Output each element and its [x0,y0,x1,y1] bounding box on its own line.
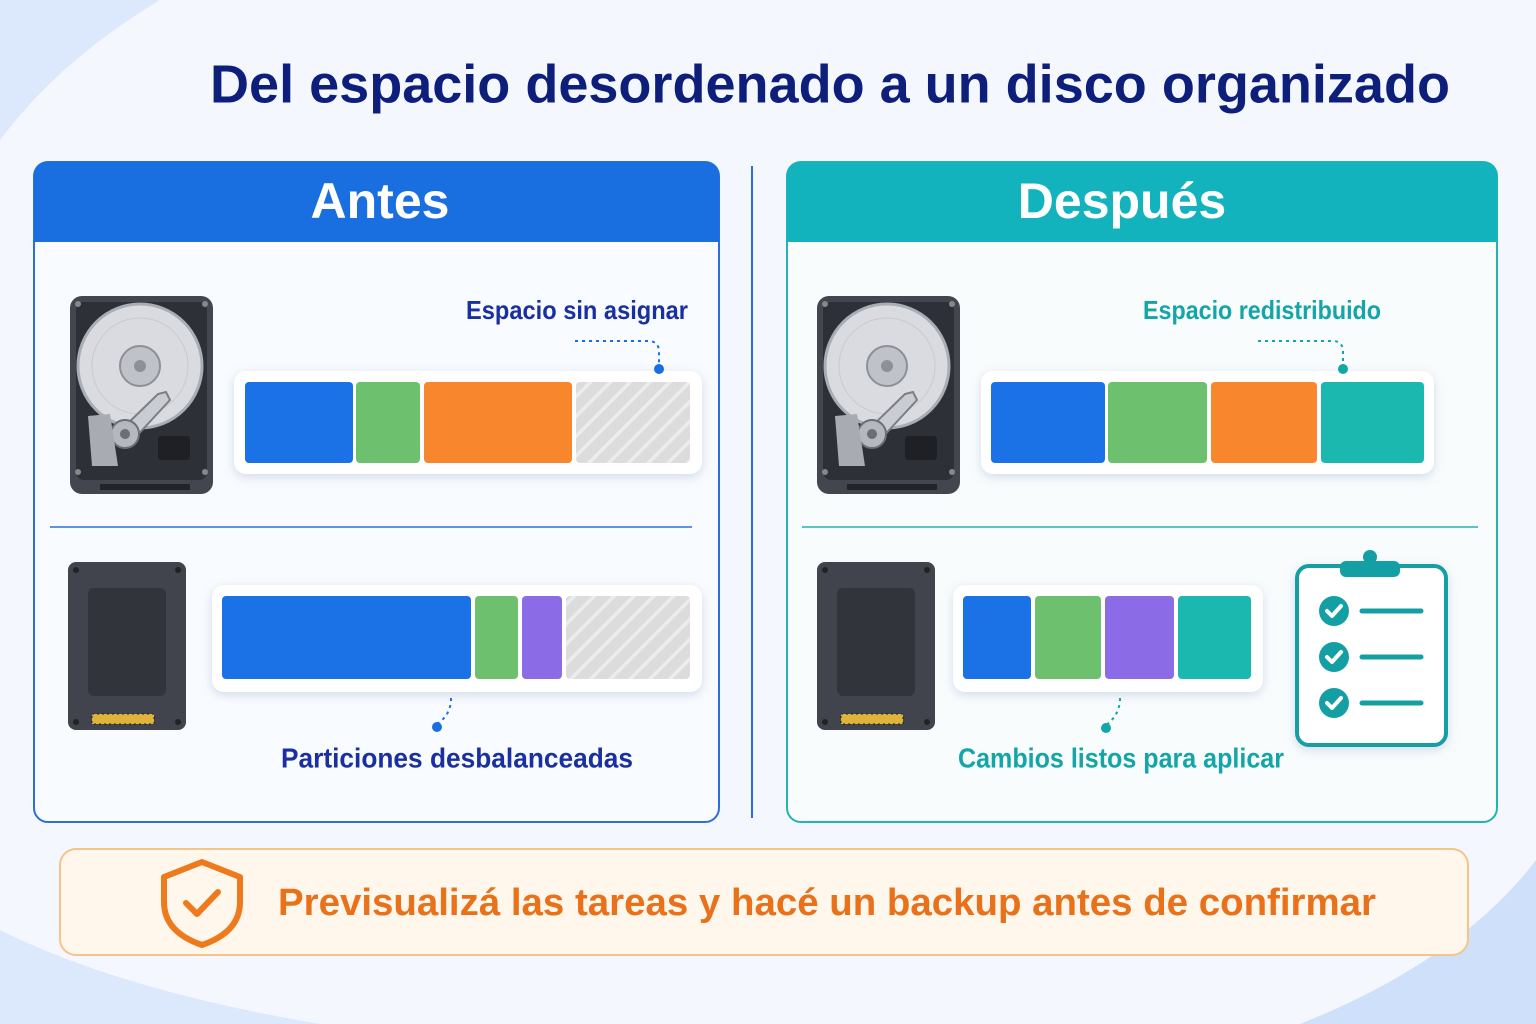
unallocated [566,596,690,679]
hdd-icon [815,294,962,496]
partition [1035,596,1101,679]
callout-label: Particiones desbalanceadas [281,742,633,773]
partition [222,596,471,679]
partition [356,382,420,463]
title: Del espacio desordenado a un disco organ… [210,54,1450,114]
footer-text: Previsualizá las tareas y hacé un backup… [278,882,1376,924]
partition [963,596,1031,679]
partition [1108,382,1207,463]
before-header-text: Antes [311,173,450,229]
ssd-icon [816,561,936,731]
callout-label: Espacio redistribuido [1143,295,1381,325]
callout-dot [654,364,664,374]
hdd-icon [68,294,215,496]
partition [475,596,518,679]
callout-line [1105,697,1121,726]
partition [522,596,562,679]
callout-line [1258,340,1344,366]
partition [424,382,572,463]
callout-dot [1338,364,1348,374]
unallocated [576,382,690,463]
partition [1178,596,1251,679]
bg-curve [1300,860,1536,1024]
checklist-icon [1295,550,1448,747]
ssd-icon [67,561,187,731]
partition [1321,382,1424,463]
shield-icon [161,859,243,948]
bg-curve [0,0,160,140]
partition [991,382,1105,463]
callout-label: Cambios listos para aplicar [958,742,1284,773]
footer-box [59,848,1469,956]
callout-line [436,697,452,725]
callout-label: Espacio sin asignar [466,295,688,325]
callout-dot [1101,723,1111,733]
callout-dot [432,722,442,732]
partition [1105,596,1174,679]
partition [1211,382,1317,463]
bg-curve [0,930,320,1024]
before-header [34,162,719,242]
after-header [787,162,1497,242]
after-header-text: Después [1018,173,1226,229]
partition [245,382,353,463]
